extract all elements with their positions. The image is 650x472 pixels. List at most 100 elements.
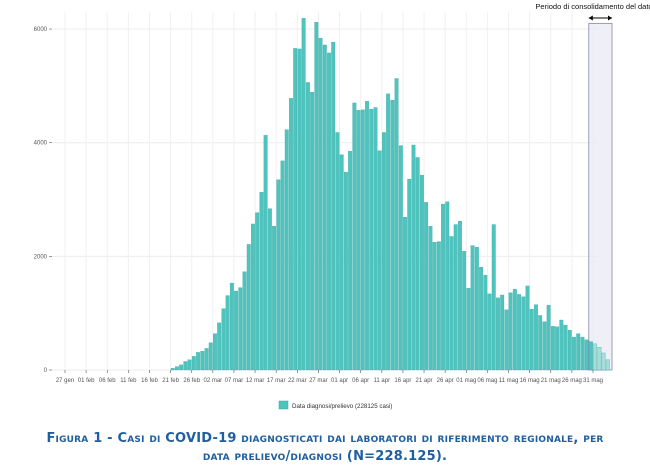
bar <box>217 322 222 371</box>
bar <box>500 294 505 371</box>
bar <box>597 347 602 371</box>
bar <box>504 309 509 371</box>
bar <box>259 191 264 371</box>
bar <box>170 368 175 371</box>
bar <box>343 172 348 371</box>
bar <box>567 330 572 371</box>
bar <box>267 208 272 371</box>
bar <box>512 289 517 371</box>
bar <box>183 361 188 371</box>
x-tick-label: 27 gen <box>56 378 74 384</box>
bar <box>521 296 526 371</box>
bar <box>348 151 353 371</box>
y-tick-label: 6000 <box>34 27 48 33</box>
bar <box>462 251 467 371</box>
bar <box>229 282 234 371</box>
bar <box>339 154 344 371</box>
bar <box>360 109 365 371</box>
x-tick-label: 21 apr <box>416 378 433 384</box>
annotation-arrow-head-right <box>608 15 613 21</box>
bar <box>369 109 374 371</box>
bar <box>335 132 340 371</box>
bar <box>365 101 369 371</box>
consolidation-box <box>588 22 613 371</box>
bar <box>538 315 543 371</box>
x-tick-label: 16 feb <box>141 378 158 384</box>
bar <box>534 304 538 371</box>
y-tick-label: 4000 <box>34 141 48 147</box>
bar <box>525 285 530 371</box>
bar <box>234 290 238 371</box>
bar <box>546 305 551 371</box>
gridlines <box>52 12 598 371</box>
bar <box>289 98 293 371</box>
bar <box>508 292 513 371</box>
bar <box>424 202 429 371</box>
bar <box>352 102 357 371</box>
legend-swatch <box>278 400 289 410</box>
bar <box>411 144 416 371</box>
consolidation-period <box>588 22 613 371</box>
x-tick-label: 27 mar <box>309 378 328 384</box>
bar <box>458 220 462 371</box>
bar <box>280 160 285 371</box>
bar <box>479 266 483 371</box>
bar <box>272 226 277 371</box>
y-axis: 0 2000 4000 6000 <box>34 27 52 374</box>
bar <box>284 129 289 371</box>
x-tick-label: 07 mar <box>225 378 244 384</box>
x-tick-label: 01 feb <box>78 378 95 384</box>
bar <box>496 297 500 371</box>
bar <box>204 348 209 371</box>
bar <box>191 356 196 371</box>
bar <box>377 150 382 371</box>
bar <box>487 293 492 371</box>
bar <box>246 244 251 371</box>
x-tick-label: 11 apr <box>374 378 391 384</box>
bar <box>441 203 445 371</box>
bar <box>474 247 479 371</box>
x-tick-label: 26 apr <box>437 378 454 384</box>
bar <box>559 319 564 371</box>
bar <box>453 224 458 371</box>
bar <box>407 178 412 371</box>
bar <box>293 48 298 371</box>
bar <box>301 18 306 371</box>
bar <box>305 82 310 371</box>
bar <box>331 41 336 371</box>
bar <box>517 294 522 371</box>
bar <box>420 174 424 371</box>
y-tick-label: 0 <box>44 368 48 374</box>
figure-caption: Figura 1 - Casi di COVID-19 diagnosticat… <box>0 430 650 466</box>
bar <box>276 179 281 371</box>
bar <box>555 326 560 371</box>
bar <box>208 342 213 371</box>
bar <box>445 201 450 371</box>
bar <box>175 366 179 371</box>
bar <box>381 132 386 371</box>
bar <box>415 157 420 371</box>
x-tick-label: 01 mag <box>456 378 476 384</box>
bar <box>428 226 433 371</box>
bar <box>213 333 217 371</box>
x-tick-label: 11 mag <box>499 378 519 384</box>
x-tick-label: 12 mar <box>246 378 265 384</box>
bar <box>466 288 471 371</box>
bar <box>576 333 581 371</box>
bar <box>310 91 315 371</box>
bar <box>394 78 399 371</box>
bar <box>263 135 268 371</box>
x-tick-label: 26 mag <box>562 378 582 384</box>
bar <box>593 343 598 371</box>
bar <box>373 107 378 371</box>
bar <box>187 359 192 371</box>
bar <box>318 37 323 371</box>
x-tick-label: 16 mag <box>520 378 540 384</box>
x-tick-label: 11 feb <box>120 378 137 384</box>
x-tick-label: 17 mar <box>267 378 286 384</box>
bar <box>601 352 606 371</box>
bar <box>542 321 547 371</box>
bar <box>225 295 230 371</box>
x-tick-label: 26 feb <box>183 378 200 384</box>
bar <box>483 274 488 371</box>
